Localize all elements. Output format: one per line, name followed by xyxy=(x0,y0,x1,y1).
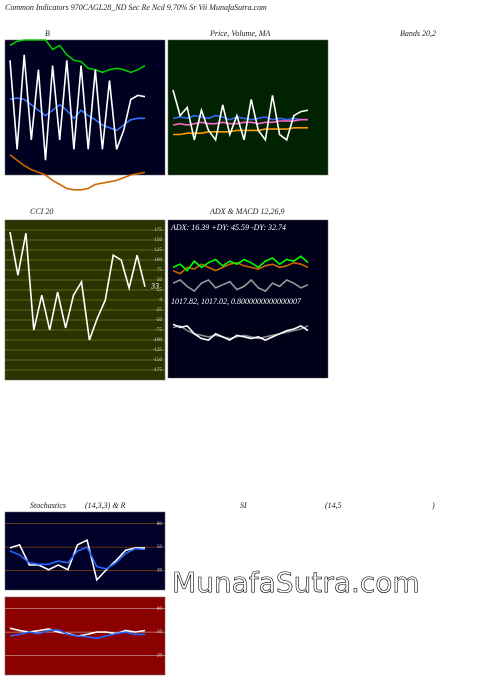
stoch-part: SI xyxy=(240,501,247,510)
series-line xyxy=(9,54,146,161)
series-line xyxy=(172,89,309,142)
series-line xyxy=(9,538,145,582)
y-tick-label: 50 xyxy=(157,278,163,283)
series-line xyxy=(172,255,309,272)
panel-title: Price, Volume, MA xyxy=(209,29,271,38)
y-tick-label: 20 xyxy=(157,569,163,574)
page-title: Common Indicators 970CAGL28_ND Sec Re Nc… xyxy=(5,3,267,12)
y-tick-label: -175 xyxy=(153,368,163,373)
series-line xyxy=(172,118,308,126)
panel xyxy=(167,39,329,176)
watermark: MunafaSutra.com xyxy=(172,566,420,599)
panel-text: ADX: 16.39 +DY: 45.59 -DY: 32.74 xyxy=(170,223,286,232)
y-tick-label: 50 xyxy=(157,545,163,550)
y-tick-label: -100 xyxy=(153,338,163,343)
y-tick-label: 50 xyxy=(157,630,163,635)
panel xyxy=(167,219,329,379)
y-tick-label: -50 xyxy=(155,318,162,323)
y-tick-label: 175 xyxy=(155,228,163,233)
series-line xyxy=(9,628,145,640)
y-tick-label: 100 xyxy=(155,258,163,263)
y-tick-label: -25 xyxy=(155,308,162,313)
y-tick-label: 20 xyxy=(157,654,163,659)
y-tick-label: -75 xyxy=(155,328,162,333)
stoch-part: (14,5 xyxy=(325,501,342,510)
panel-title: CCI 20 xyxy=(30,207,53,216)
stoch-part: (14,3,3) & R xyxy=(85,501,126,510)
y-tick-label: 0 xyxy=(160,298,163,303)
panel-title: Stochastics xyxy=(30,501,66,510)
series-line xyxy=(172,278,309,293)
panel-title: B xyxy=(45,29,50,38)
value-label: 33 xyxy=(150,282,159,291)
y-tick-label: 125 xyxy=(155,248,163,253)
series-line xyxy=(9,39,146,74)
y-tick-label: -125 xyxy=(153,348,163,353)
series-line xyxy=(9,546,146,570)
series-line xyxy=(172,114,308,121)
y-tick-label: 75 xyxy=(157,268,163,273)
stoch-part: ) xyxy=(431,501,435,510)
series-line xyxy=(172,323,309,342)
panel-text: 1017.82, 1017.02, 0.8000000000000007 xyxy=(171,297,302,306)
y-tick-label: 25 xyxy=(157,288,163,293)
series-line xyxy=(9,154,146,191)
y-tick-label: 150 xyxy=(155,238,163,243)
y-tick-label: 80 xyxy=(157,522,163,527)
panel xyxy=(4,511,166,591)
panel-title: ADX & MACD 12,26,9 xyxy=(209,207,284,216)
y-tick-label: 80 xyxy=(157,607,163,612)
series-line xyxy=(172,261,309,275)
y-tick-label: -150 xyxy=(153,358,163,363)
series-line xyxy=(9,231,146,341)
bands-label: Bands 20,2 xyxy=(400,29,436,38)
